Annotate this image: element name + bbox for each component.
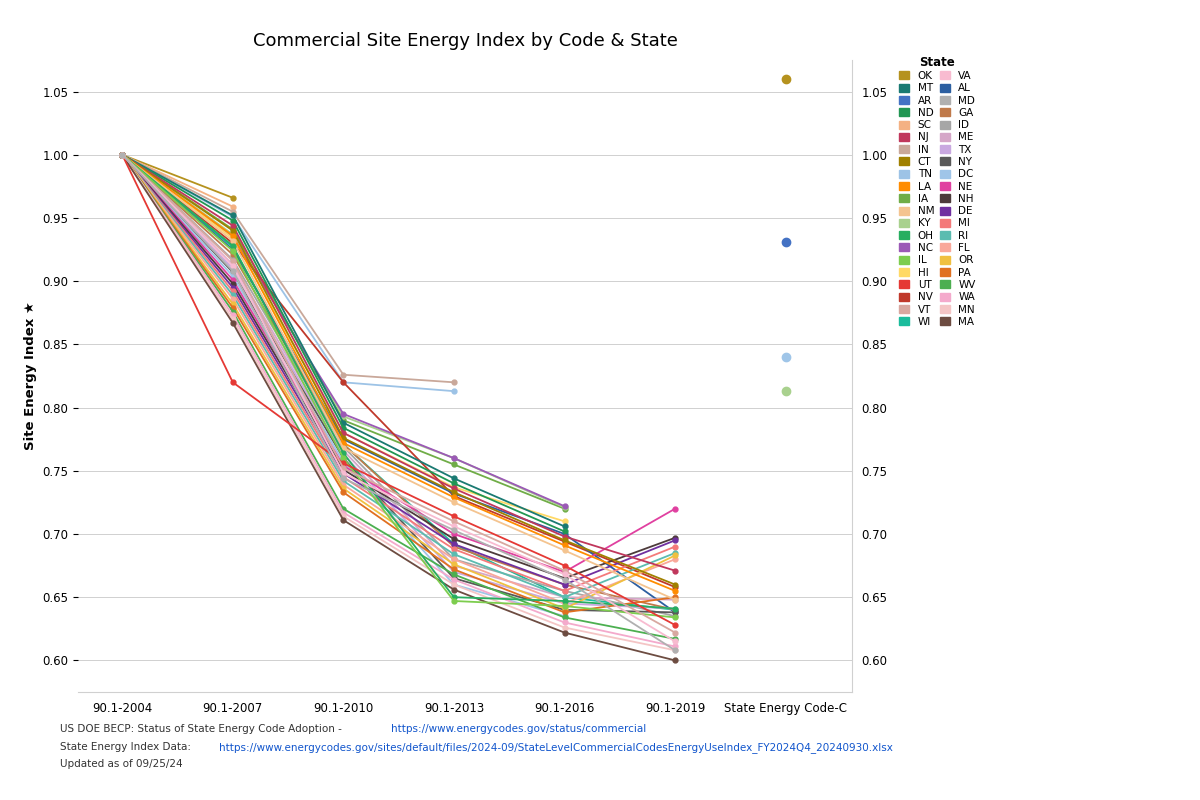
Text: Updated as of 09/25/24: Updated as of 09/25/24 bbox=[60, 759, 182, 770]
Title: Commercial Site Energy Index by Code & State: Commercial Site Energy Index by Code & S… bbox=[252, 32, 678, 50]
Legend: OK, MT, AR, ND, SC, NJ, IN, CT, TN, LA, IA, NM, KY, OH, NC, IL, HI, UT, NV, VT, : OK, MT, AR, ND, SC, NJ, IN, CT, TN, LA, … bbox=[896, 53, 979, 330]
Text: State Energy Index Data:: State Energy Index Data: bbox=[60, 742, 194, 752]
Y-axis label: Site Energy Index ★: Site Energy Index ★ bbox=[24, 302, 37, 450]
Text: https://www.energycodes.gov/sites/default/files/2024-09/StateLevelCommercialCode: https://www.energycodes.gov/sites/defaul… bbox=[220, 742, 893, 753]
Text: https://www.energycodes.gov/status/commercial: https://www.energycodes.gov/status/comme… bbox=[391, 724, 646, 734]
Text: US DOE BECP: Status of State Energy Code Adoption -: US DOE BECP: Status of State Energy Code… bbox=[60, 724, 346, 734]
